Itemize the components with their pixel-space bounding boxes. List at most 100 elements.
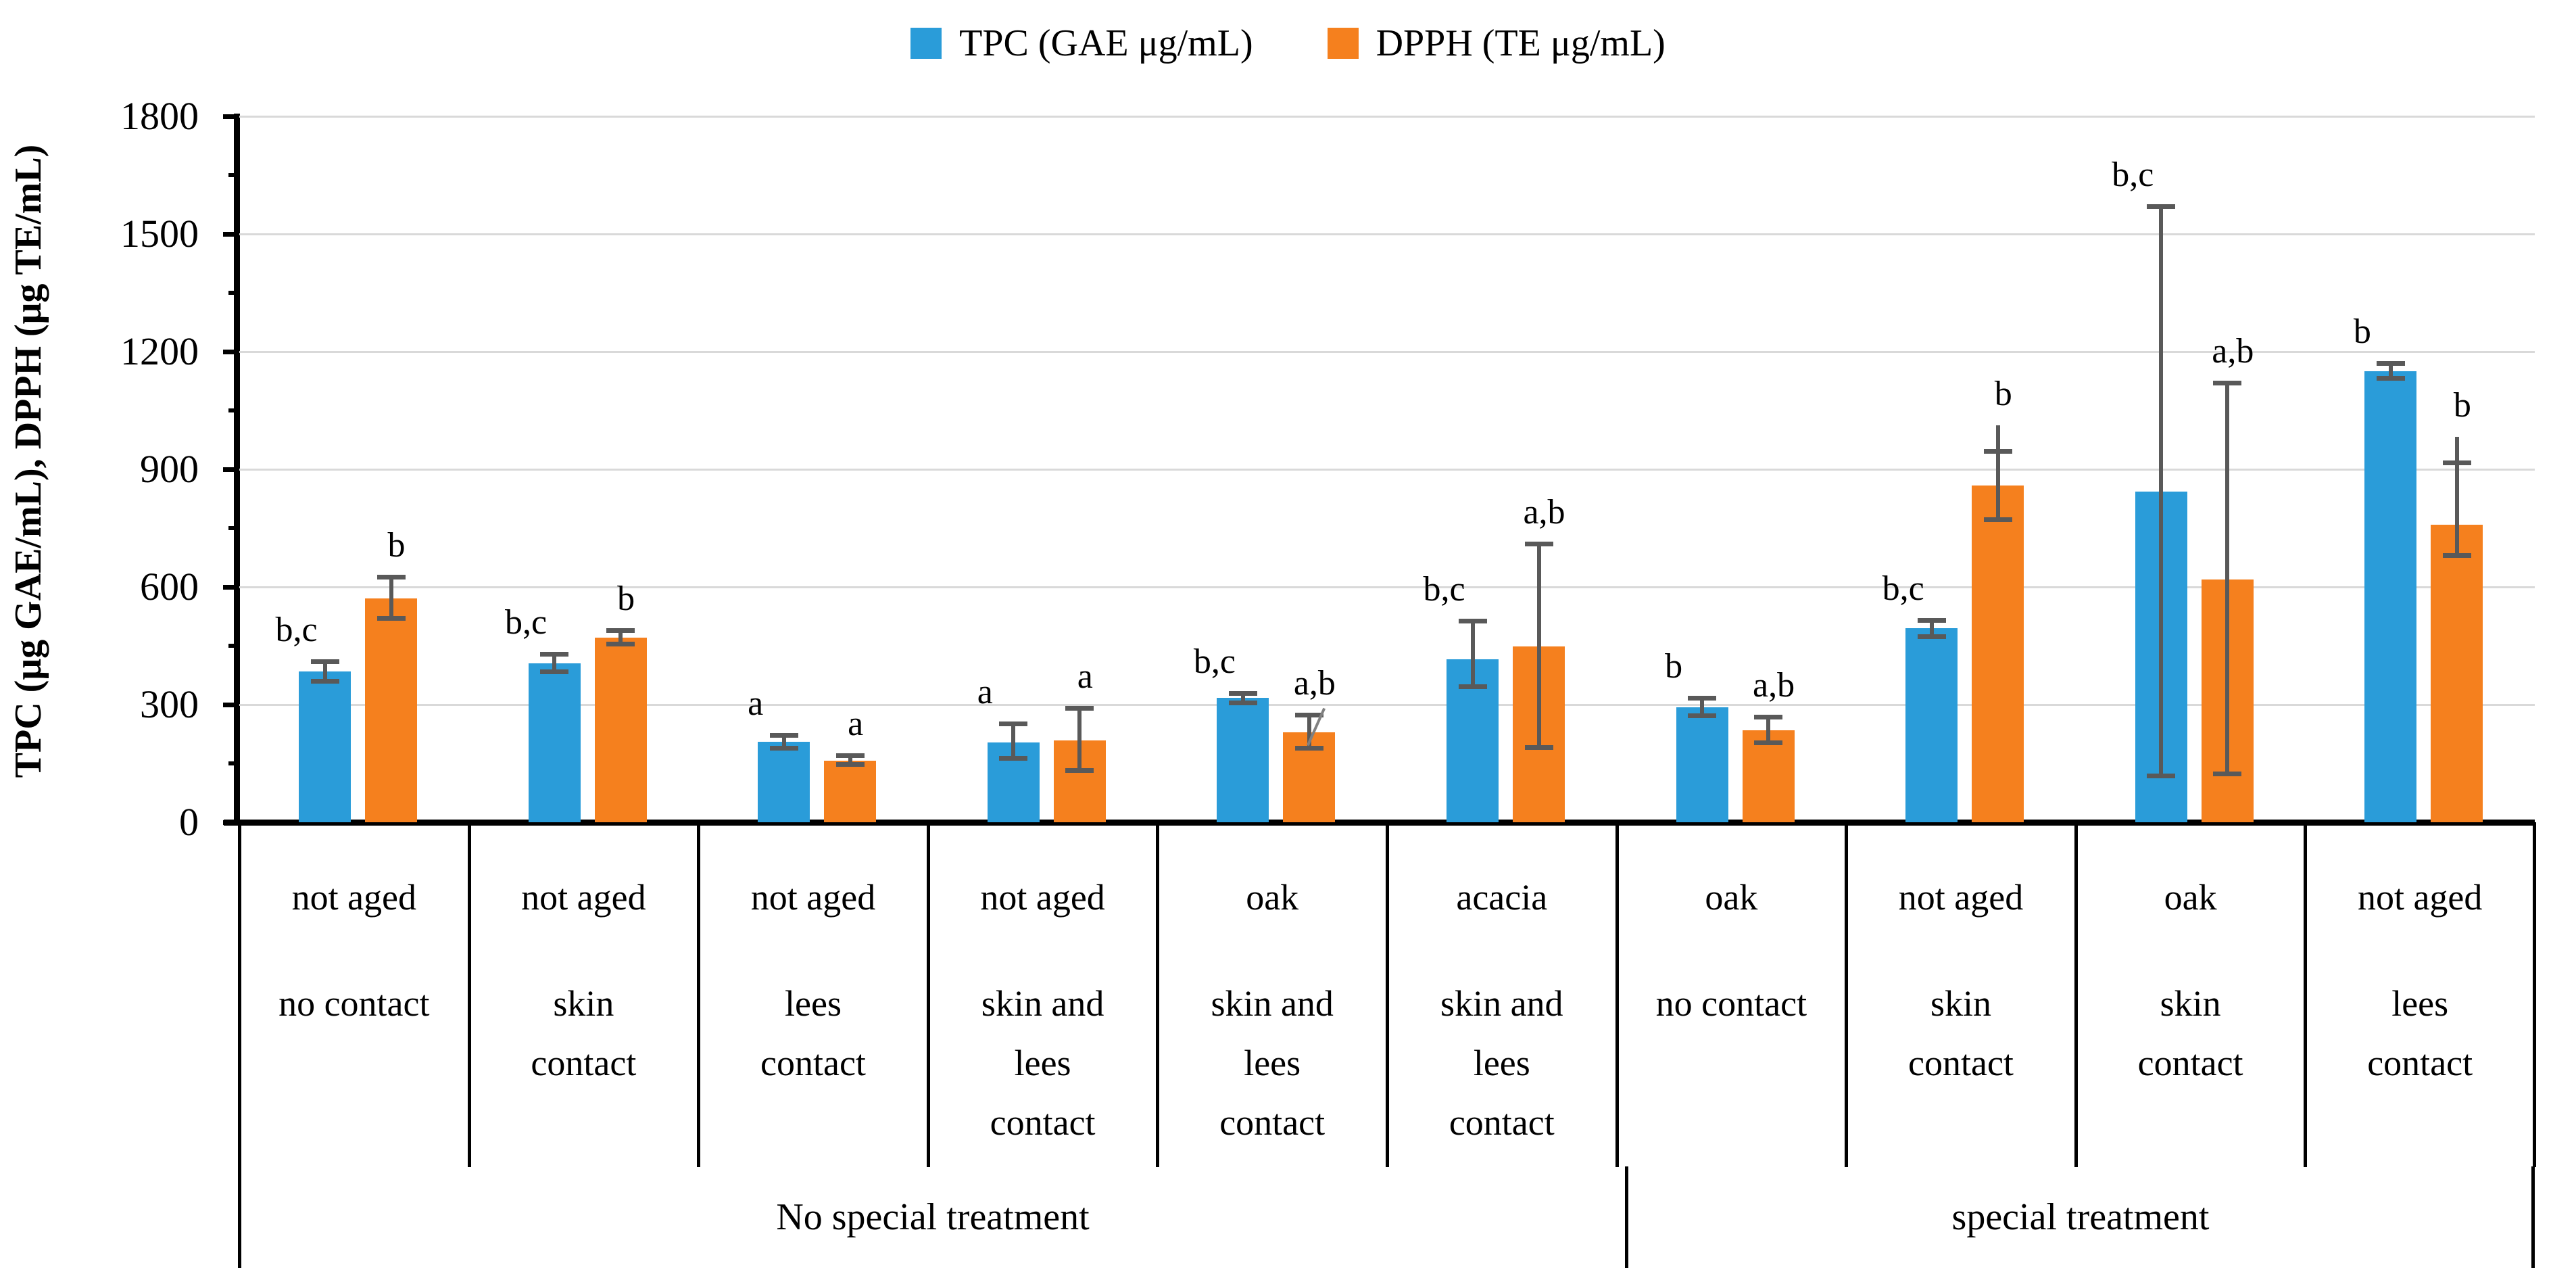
- error-bar-top-cap: [310, 659, 339, 665]
- error-bar-top-cap: [1294, 712, 1323, 717]
- y-minor-tick: [228, 291, 239, 295]
- category-contact-label: no contact: [1655, 983, 1807, 1024]
- significance-label: a: [1077, 657, 1093, 696]
- category-aging-label: not aged: [2357, 877, 2483, 918]
- error-bar-line: [1929, 620, 1934, 636]
- y-minor-tick: [228, 761, 239, 765]
- gridline: [239, 351, 2535, 353]
- error-bar-bottom-cap: [2376, 376, 2405, 381]
- error-bar-top-cap: [1228, 691, 1257, 696]
- error-bar-bottom-cap: [1294, 745, 1323, 751]
- error-bar-top-cap: [1983, 449, 2012, 454]
- error-bar-top-cap: [376, 574, 406, 579]
- error-bar-bottom-cap: [1228, 701, 1257, 706]
- y-minor-tick: [228, 644, 239, 648]
- error-bar-line: [1077, 708, 1082, 771]
- category-divider: [926, 822, 930, 1167]
- bar-tpc: [299, 671, 351, 822]
- error-bar-bottom-cap: [999, 755, 1028, 761]
- error-bar-top-cap: [1688, 695, 1717, 701]
- error-bar-line: [2159, 206, 2164, 776]
- error-bar-bottom-cap: [310, 679, 339, 684]
- y-minor-tick: [228, 526, 239, 530]
- error-bar-top-cap: [999, 721, 1028, 727]
- treatment-label-special: special treatment: [1951, 1196, 2210, 1238]
- significance-label: a: [748, 684, 764, 724]
- y-major-tick: [223, 467, 239, 472]
- treatment-label-no-special: No special treatment: [776, 1196, 1090, 1238]
- bar-dpph: [2431, 525, 2483, 822]
- error-bar-top-cap: [835, 753, 865, 759]
- category-divider: [2533, 822, 2536, 1167]
- error-bar-top-cap: [606, 628, 635, 633]
- significance-label: a,b: [1753, 665, 1795, 705]
- legend-item-tpc: TPC (GAE μg/mL): [910, 24, 1253, 62]
- category-divider: [2074, 822, 2078, 1167]
- legend-label-dpph: DPPH (TE μg/mL): [1376, 22, 1666, 64]
- category-aging-label: not aged: [1898, 877, 2024, 918]
- error-bar-bottom-cap: [1754, 740, 1783, 746]
- category-divider: [1615, 822, 1619, 1167]
- error-bar-line: [1240, 693, 1245, 703]
- category-contact-label: lees contact: [2367, 983, 2473, 1083]
- error-bar-bottom-cap: [769, 746, 798, 751]
- bar-dpph: [1972, 485, 2024, 822]
- category-divider: [238, 822, 241, 1167]
- y-tick-label: 1500: [120, 212, 199, 256]
- error-bar-top-cap: [1524, 542, 1553, 547]
- bar-dpph: [824, 760, 877, 822]
- significance-label: a,b: [1523, 493, 1565, 532]
- error-bar-bottom-cap: [2147, 773, 2176, 778]
- error-bar-line: [2225, 382, 2230, 774]
- error-bar-bottom-cap: [376, 615, 406, 621]
- gridline: [239, 469, 2535, 471]
- error-bar-line: [2388, 362, 2393, 379]
- error-bar-top-cap: [2147, 204, 2176, 209]
- category-contact-label: skin and lees contact: [981, 983, 1104, 1143]
- bar-tpc: [1676, 707, 1728, 822]
- legend-item-dpph: DPPH (TE μg/mL): [1327, 22, 1666, 64]
- significance-label: b,c: [1882, 569, 1924, 609]
- bar-tpc: [528, 663, 581, 822]
- error-bar-bottom-cap: [1917, 634, 1946, 639]
- category-aging-label: not aged: [750, 877, 876, 918]
- error-bar-line: [1536, 544, 1541, 747]
- error-bar-bottom-cap: [1688, 713, 1717, 719]
- error-bar-line: [322, 661, 327, 682]
- treatment-divider-middle: [1625, 1166, 1628, 1268]
- category-contact-label: no contact: [278, 983, 430, 1024]
- error-bar-line: [781, 735, 786, 749]
- error-bar-line: [1011, 724, 1016, 758]
- error-bar-line: [552, 654, 557, 672]
- error-bar-bottom-cap: [606, 642, 635, 647]
- category-aging-label: not aged: [521, 877, 646, 918]
- gridline: [239, 233, 2535, 235]
- significance-label: b: [617, 579, 635, 618]
- significance-label: a,b: [2212, 331, 2254, 371]
- dpph-swatch-icon: [1327, 28, 1359, 59]
- category-divider: [1386, 822, 1389, 1167]
- error-bar-line: [1766, 716, 1771, 743]
- bar-tpc: [1217, 698, 1269, 822]
- category-contact-label: skin contact: [531, 983, 637, 1083]
- category-aging-label: not aged: [980, 877, 1105, 918]
- y-major-tick: [223, 114, 239, 119]
- gridline: [239, 586, 2535, 588]
- y-tick-label: 300: [140, 682, 199, 726]
- y-minor-tick: [228, 408, 239, 412]
- error-bar-bottom-cap: [1458, 684, 1487, 689]
- significance-label: a,b: [1293, 663, 1336, 703]
- error-bar-bottom-cap: [1524, 744, 1553, 750]
- treatment-divider-right: [2531, 1166, 2535, 1268]
- gridline: [239, 704, 2535, 706]
- bar-tpc: [1905, 628, 1958, 822]
- y-tick-label: 900: [140, 447, 199, 491]
- category-divider: [467, 822, 471, 1167]
- error-bar-top-cap: [2213, 380, 2242, 385]
- error-bar-bottom-cap: [540, 669, 569, 675]
- error-bar-line: [618, 630, 623, 644]
- category-aging-label: acacia: [1456, 877, 1548, 918]
- significance-label: b: [1665, 646, 1683, 686]
- y-major-tick: [223, 585, 239, 590]
- category-contact-label: lees contact: [760, 983, 866, 1083]
